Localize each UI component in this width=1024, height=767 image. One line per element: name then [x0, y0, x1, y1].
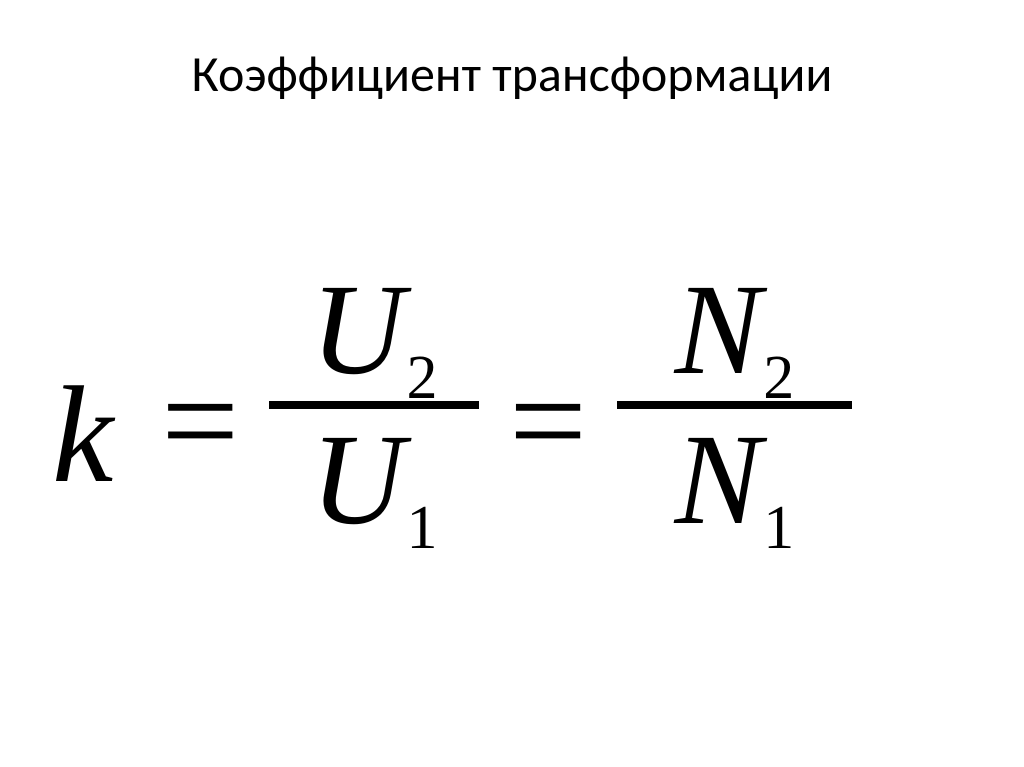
fraction-u-denominator: U 1: [297, 415, 452, 545]
fraction-n-numerator: N 2: [661, 265, 809, 395]
equals-sign-2: =: [509, 352, 587, 490]
fraction-n: N 2 N 1: [617, 265, 852, 545]
subscript-1-n-bottom: 1: [763, 497, 794, 559]
fraction-u-numerator: U 2: [297, 265, 452, 395]
symbol-n-top: N: [675, 265, 762, 395]
equals-sign-1: =: [161, 352, 239, 490]
fraction-u: U 2 U 1: [269, 265, 479, 545]
subscript-2-n-top: 2: [763, 347, 794, 409]
formula-lhs: k: [52, 366, 113, 504]
formula: k = U 2 U 1 = N 2 N 1: [52, 245, 862, 565]
subscript-2-u-top: 2: [407, 347, 438, 409]
symbol-n-bottom: N: [675, 415, 762, 545]
symbol-u-top: U: [311, 265, 405, 395]
fraction-n-denominator: N 1: [661, 415, 809, 545]
symbol-u-bottom: U: [311, 415, 405, 545]
slide: Коэффициент трансформации k = U 2 U 1 = …: [0, 0, 1024, 767]
subscript-1-u-bottom: 1: [407, 497, 438, 559]
slide-title: Коэффициент трансформации: [0, 44, 1024, 105]
